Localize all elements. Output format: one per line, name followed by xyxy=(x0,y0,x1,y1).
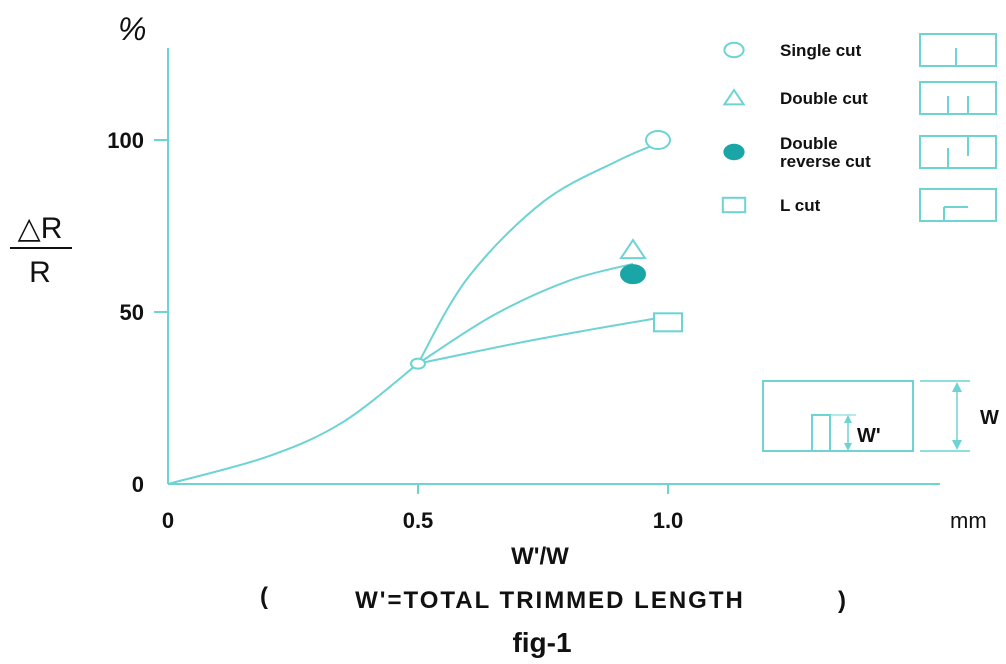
legend-label: L cut xyxy=(780,196,821,215)
double-reverse-cut-icon xyxy=(919,135,997,169)
figure-caption: fig-1 xyxy=(512,627,571,658)
legend-label: Double xyxy=(780,134,838,153)
icon-body xyxy=(919,33,997,67)
x-axis-note-open: ( xyxy=(260,583,268,610)
y-tick-label: 100 xyxy=(107,128,144,153)
point-double-cut xyxy=(619,238,647,260)
single-cut-icon xyxy=(919,33,997,67)
y-ticks: 0 50 100 xyxy=(107,128,168,497)
curve-shared xyxy=(167,362,419,485)
y-tick-label: 0 xyxy=(132,472,144,497)
inset-w-prime-arrowhead-bottom xyxy=(844,443,852,451)
y-label-denominator: R xyxy=(29,256,51,289)
inset-diagram: W' W xyxy=(762,380,999,452)
x-tick-label: 0.5 xyxy=(403,508,434,533)
point-l-cut xyxy=(653,312,683,333)
legend-label: reverse cut xyxy=(780,152,871,171)
x-ticks: 0 0.5 1.0 xyxy=(162,484,683,533)
legend-marker-double-cut xyxy=(722,88,746,106)
x-axis-label: W'/W xyxy=(511,543,569,570)
curve-single-cut xyxy=(417,142,659,365)
inset-cut-rect xyxy=(811,414,831,452)
inset-w-prime-label: W' xyxy=(857,425,881,447)
y-unit-label: % xyxy=(118,11,146,47)
x-unit-label: mm xyxy=(950,508,987,533)
x-tick-label: 0 xyxy=(162,508,174,533)
point-double-reverse-cut xyxy=(620,264,646,285)
points xyxy=(410,130,683,370)
curve-l-cut xyxy=(417,317,654,365)
inset-w-prime-arrowhead-top xyxy=(844,415,852,423)
inset-resistor-rect xyxy=(762,380,914,452)
inset-w-arrowhead-bottom xyxy=(952,440,962,450)
x-axis-note-close: ) xyxy=(838,587,846,614)
x-tick-label: 1.0 xyxy=(653,508,684,533)
x-axis-note: W'=TOTAL TRIMMED LENGTH xyxy=(355,587,745,614)
curves xyxy=(167,142,659,485)
y-label-numerator: △R xyxy=(18,212,63,245)
inset-w-arrowhead-top xyxy=(952,382,962,392)
legend-marker-single-cut xyxy=(723,41,745,59)
curve-double-cut xyxy=(417,262,634,365)
y-tick-label: 50 xyxy=(120,300,144,325)
double-cut-icon xyxy=(919,81,997,115)
axes xyxy=(167,48,940,485)
legend-label: Single cut xyxy=(780,41,862,60)
point-single-cut xyxy=(645,130,671,150)
legend-marker-double-reverse-cut xyxy=(723,143,745,161)
inset-w-label: W xyxy=(980,407,999,429)
branch-point xyxy=(410,357,426,370)
icon-body xyxy=(919,188,997,222)
legend-label: Double cut xyxy=(780,89,868,108)
icon-body xyxy=(919,135,997,169)
l-cut-icon xyxy=(919,188,997,222)
icon-body xyxy=(919,81,997,115)
legend-marker-l-cut xyxy=(721,196,747,214)
